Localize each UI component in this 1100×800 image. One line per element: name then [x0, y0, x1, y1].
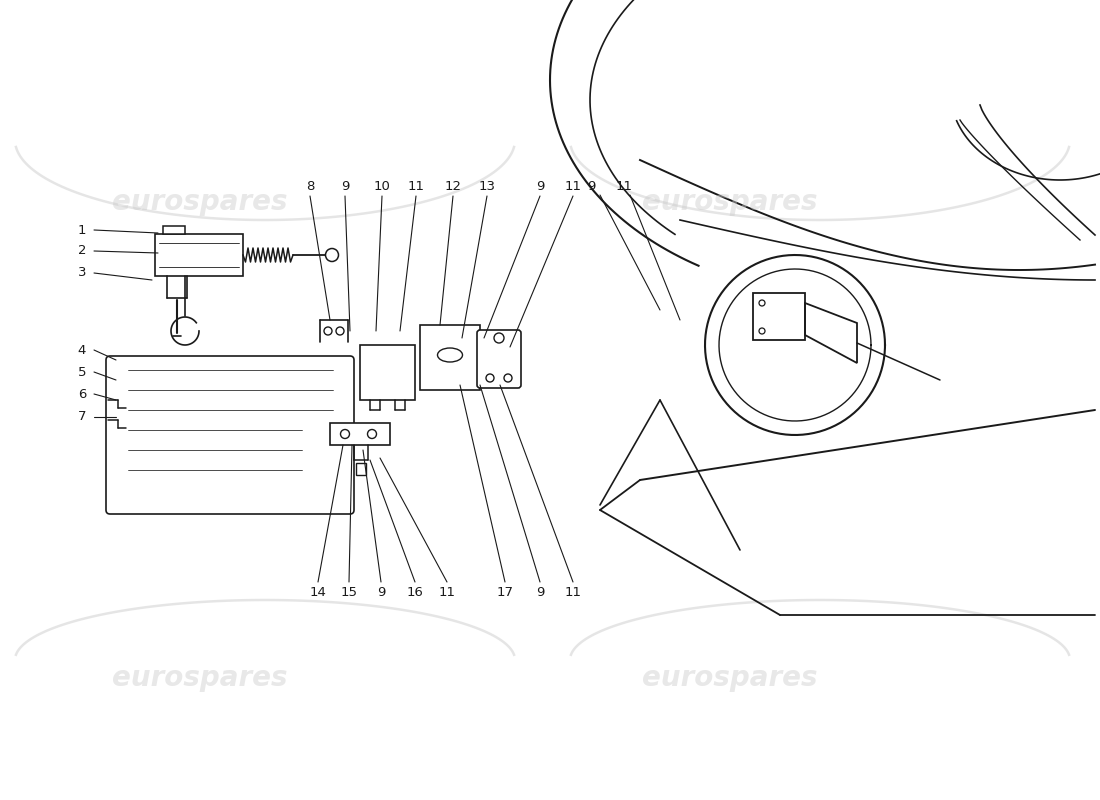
- Text: 15: 15: [341, 586, 358, 598]
- Text: 11: 11: [407, 179, 425, 193]
- Text: eurospares: eurospares: [642, 188, 817, 216]
- Text: 10: 10: [374, 179, 390, 193]
- Text: 14: 14: [309, 586, 327, 598]
- Bar: [330, 423, 390, 445]
- Text: 7: 7: [78, 410, 86, 423]
- FancyBboxPatch shape: [477, 330, 521, 388]
- Bar: [360, 345, 415, 400]
- Text: 2: 2: [78, 245, 86, 258]
- Text: 1: 1: [78, 223, 86, 237]
- Text: 8: 8: [306, 179, 315, 193]
- Text: 4: 4: [78, 343, 86, 357]
- Text: 9: 9: [536, 179, 544, 193]
- Bar: [155, 234, 243, 276]
- Text: 17: 17: [496, 586, 514, 598]
- Bar: [420, 325, 480, 390]
- Text: 11: 11: [564, 586, 582, 598]
- Text: 11: 11: [616, 179, 632, 193]
- Text: 9: 9: [377, 586, 385, 598]
- Text: 6: 6: [78, 387, 86, 401]
- Text: 11: 11: [439, 586, 455, 598]
- Text: 11: 11: [564, 179, 582, 193]
- Text: 13: 13: [478, 179, 495, 193]
- Text: 9: 9: [586, 179, 595, 193]
- Text: eurospares: eurospares: [112, 664, 288, 692]
- Text: 16: 16: [407, 586, 424, 598]
- Ellipse shape: [438, 348, 462, 362]
- Bar: [356, 463, 366, 475]
- Text: 3: 3: [78, 266, 86, 279]
- FancyBboxPatch shape: [106, 356, 354, 514]
- Text: eurospares: eurospares: [642, 664, 817, 692]
- Text: eurospares: eurospares: [112, 188, 288, 216]
- Text: 12: 12: [444, 179, 462, 193]
- Text: 9: 9: [536, 586, 544, 598]
- Text: 9: 9: [341, 179, 349, 193]
- Text: 5: 5: [78, 366, 86, 378]
- Bar: [163, 226, 185, 234]
